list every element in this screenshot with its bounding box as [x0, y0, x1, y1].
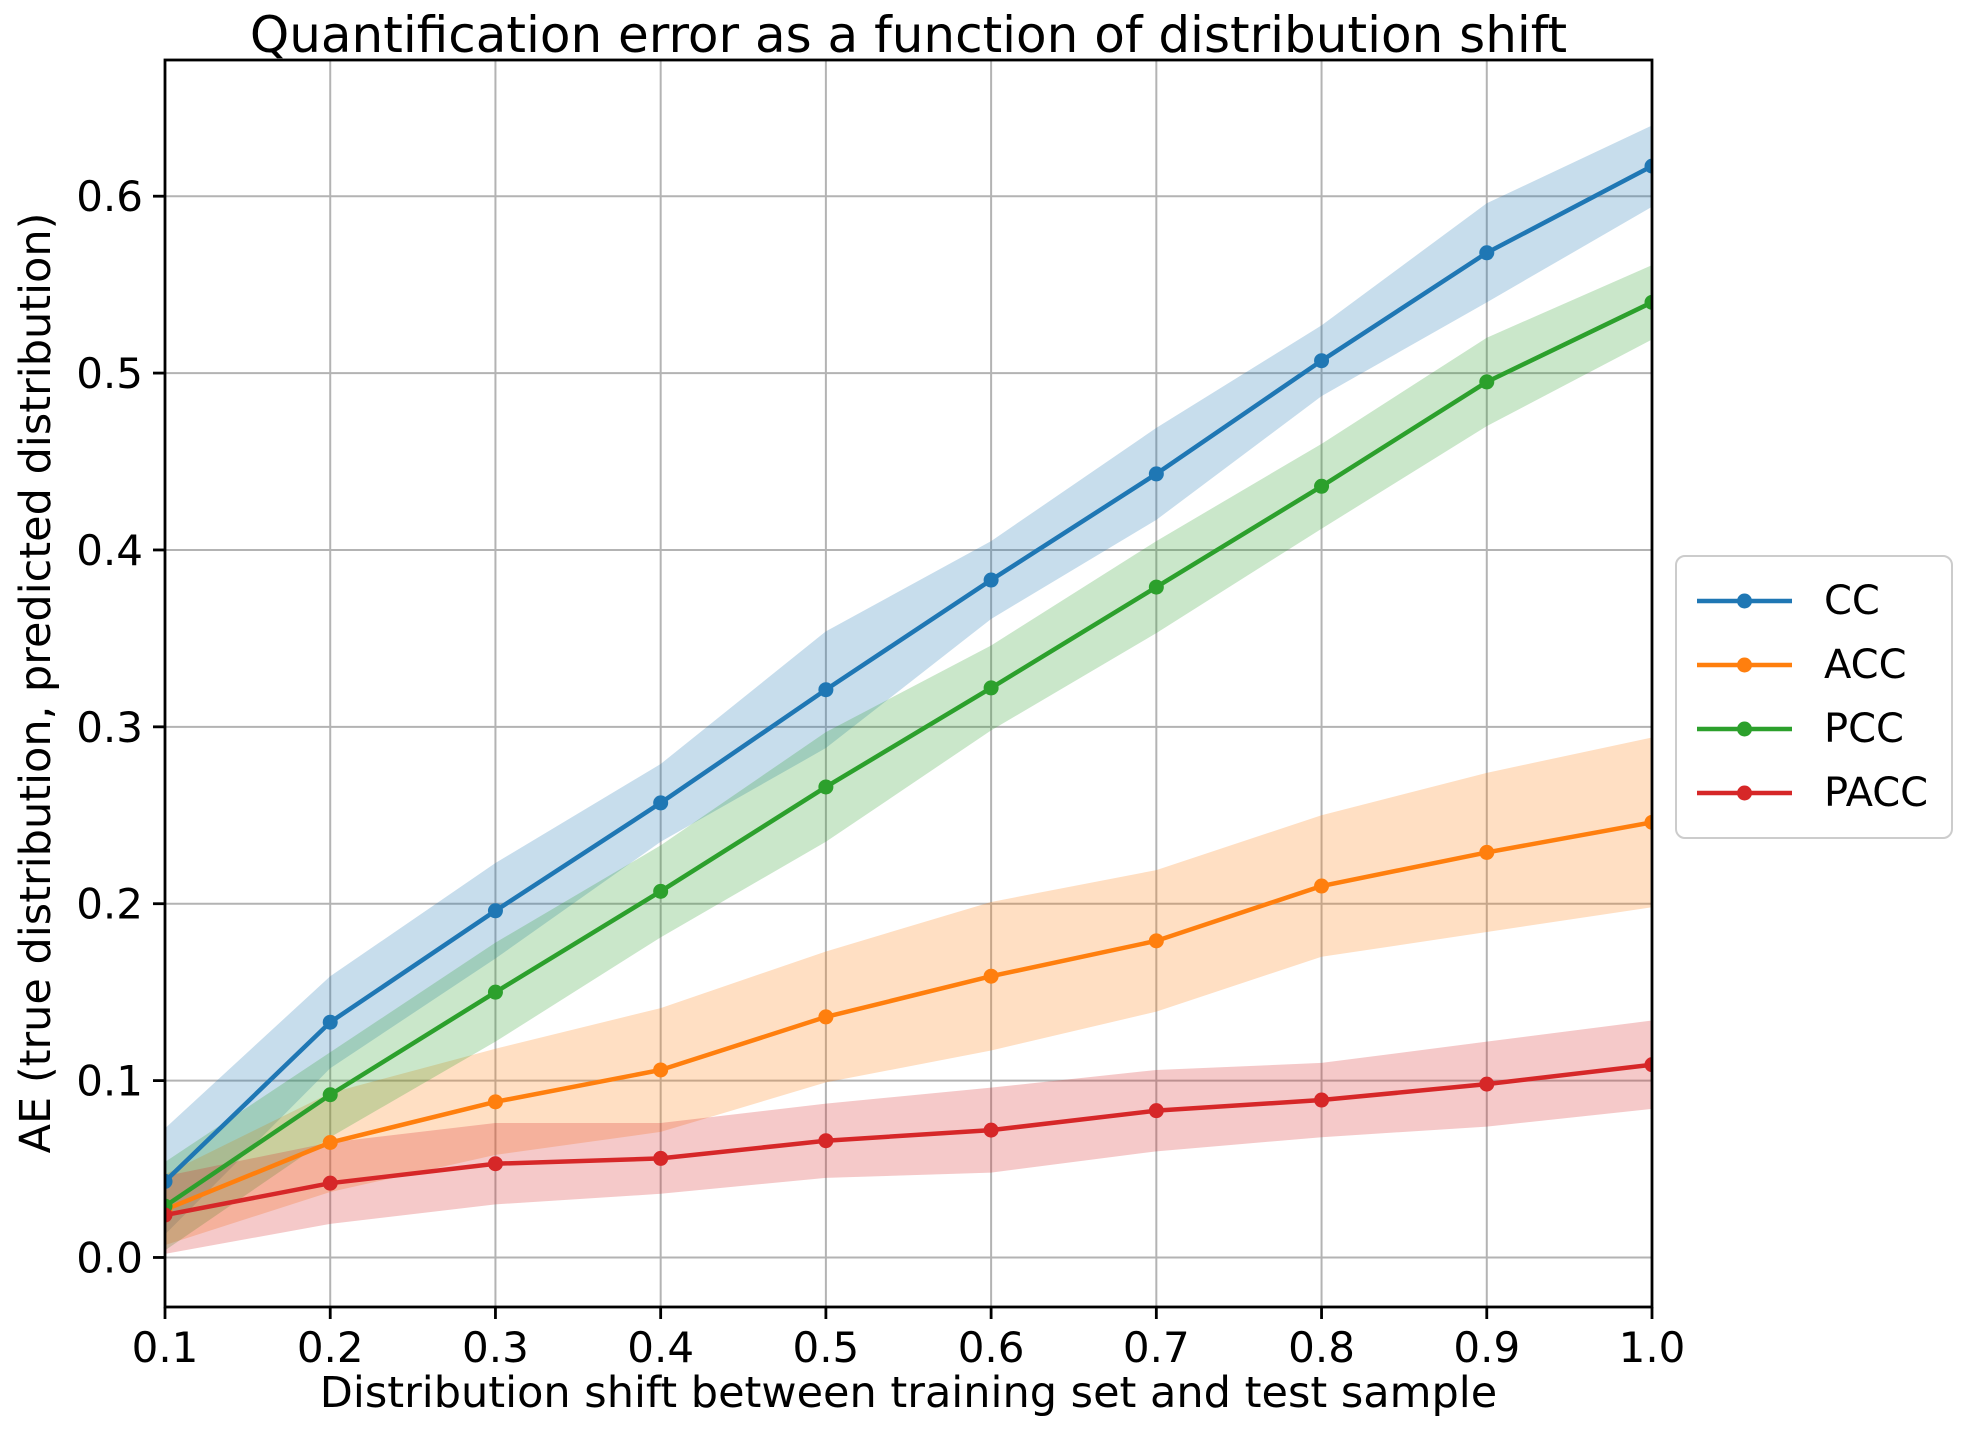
marker-acc: [322, 1135, 338, 1151]
marker-pcc: [653, 883, 669, 899]
legend-item-pcc: PCC: [1697, 697, 1931, 761]
y-tick-label: 0.0: [76, 1233, 143, 1282]
legend-label: ACC: [1824, 642, 1907, 688]
marker-cc: [653, 795, 669, 811]
marker-pacc: [165, 1207, 173, 1223]
marker-cc: [322, 1014, 338, 1030]
y-tick-label: 0.3: [76, 703, 143, 752]
legend-line-sample-pcc: [1697, 721, 1792, 737]
marker-pcc: [1148, 579, 1164, 595]
line-cc: [165, 164, 1652, 1184]
marker-cc: [1314, 353, 1330, 369]
legend-item-pacc: PACC: [1697, 761, 1931, 825]
x-tick-label: 0.2: [297, 1323, 364, 1372]
x-tick-label: 0.7: [1123, 1323, 1190, 1372]
line-pcc: [165, 300, 1652, 1209]
x-tick-label: 0.6: [958, 1323, 1025, 1372]
y-tick-label: 0.2: [76, 880, 143, 929]
y-tick-label: 0.1: [76, 1057, 143, 1106]
y-axis-label: AE (true distribution, predicted distrib…: [11, 212, 61, 1154]
tick-labels: 0.1 0.2 0.3 0.4 0.5 0.6 0.7 0.8 0.9 1.0 0.0 0.1 0.2 0…: [76, 172, 1685, 1372]
marker-pacc: [487, 1156, 503, 1172]
marker-acc: [487, 1094, 503, 1110]
legend-item-cc: CC: [1697, 569, 1931, 633]
x-tick-label: 0.9: [1453, 1323, 1520, 1372]
marker-cc: [487, 903, 503, 919]
line-acc: [165, 820, 1652, 1212]
marker-pcc: [1479, 374, 1495, 390]
marker-cc: [1479, 245, 1495, 261]
marker-acc: [983, 968, 999, 984]
marker-cc: [1148, 466, 1164, 482]
marker-acc: [1644, 814, 1652, 830]
marker-pacc: [818, 1133, 834, 1149]
x-tick-label: 0.5: [792, 1323, 859, 1372]
marker-pacc: [1479, 1076, 1495, 1092]
marker-pacc: [1644, 1057, 1652, 1073]
y-tick-label: 0.4: [76, 526, 143, 575]
marker-pacc: [653, 1150, 669, 1166]
marker-acc: [1148, 933, 1164, 949]
marker-acc: [653, 1062, 669, 1078]
marker-acc: [1314, 878, 1330, 894]
marker-cc: [1644, 158, 1652, 174]
legend-label: PACC: [1824, 770, 1929, 816]
legend-line-sample-acc: [1697, 657, 1792, 673]
series-cc: [165, 158, 1652, 1189]
plot-border: [163, 58, 1654, 1309]
legend-line-sample-pacc: [1697, 785, 1792, 801]
marker-pcc: [322, 1087, 338, 1103]
marker-acc: [818, 1009, 834, 1025]
line-pacc: [165, 1062, 1652, 1218]
legend-label: PCC: [1824, 706, 1904, 752]
marker-pcc: [487, 984, 503, 1000]
marker-pacc: [1148, 1103, 1164, 1119]
marker-pacc: [983, 1122, 999, 1138]
marker-cc: [818, 682, 834, 698]
marker-acc: [1479, 844, 1495, 860]
x-tick-label: 0.8: [1288, 1323, 1355, 1372]
marker-cc: [165, 1173, 173, 1189]
marker-pcc: [983, 680, 999, 696]
marker-cc: [983, 572, 999, 588]
marker-pacc: [322, 1175, 338, 1191]
x-tick-label: 0.4: [627, 1323, 694, 1372]
band-cc: [165, 125, 1652, 1235]
marker-pcc: [1644, 294, 1652, 310]
legend-line-sample-cc: [1697, 593, 1792, 609]
y-tick-label: 0.6: [76, 172, 143, 221]
legend-label: CC: [1824, 578, 1880, 624]
x-tick-label: 0.3: [462, 1323, 529, 1372]
marker-pcc: [1314, 478, 1330, 494]
y-tick-label: 0.5: [76, 349, 143, 398]
legend: CC ACC PCC PACC: [1675, 555, 1953, 839]
legend-item-acc: ACC: [1697, 633, 1931, 697]
series-pacc: [165, 1057, 1652, 1223]
series-pcc: [165, 294, 1652, 1214]
x-tick-label: 1.0: [1619, 1323, 1686, 1372]
marker-pcc: [818, 779, 834, 795]
x-tick-label: 0.1: [132, 1323, 199, 1372]
tick-marks: [153, 194, 1654, 1319]
band-acc: [165, 737, 1652, 1246]
x-axis-label: Distribution shift between training set …: [319, 1368, 1498, 1418]
chart-title: Quantification error as a function of di…: [249, 6, 1568, 64]
marker-pacc: [1314, 1092, 1330, 1108]
